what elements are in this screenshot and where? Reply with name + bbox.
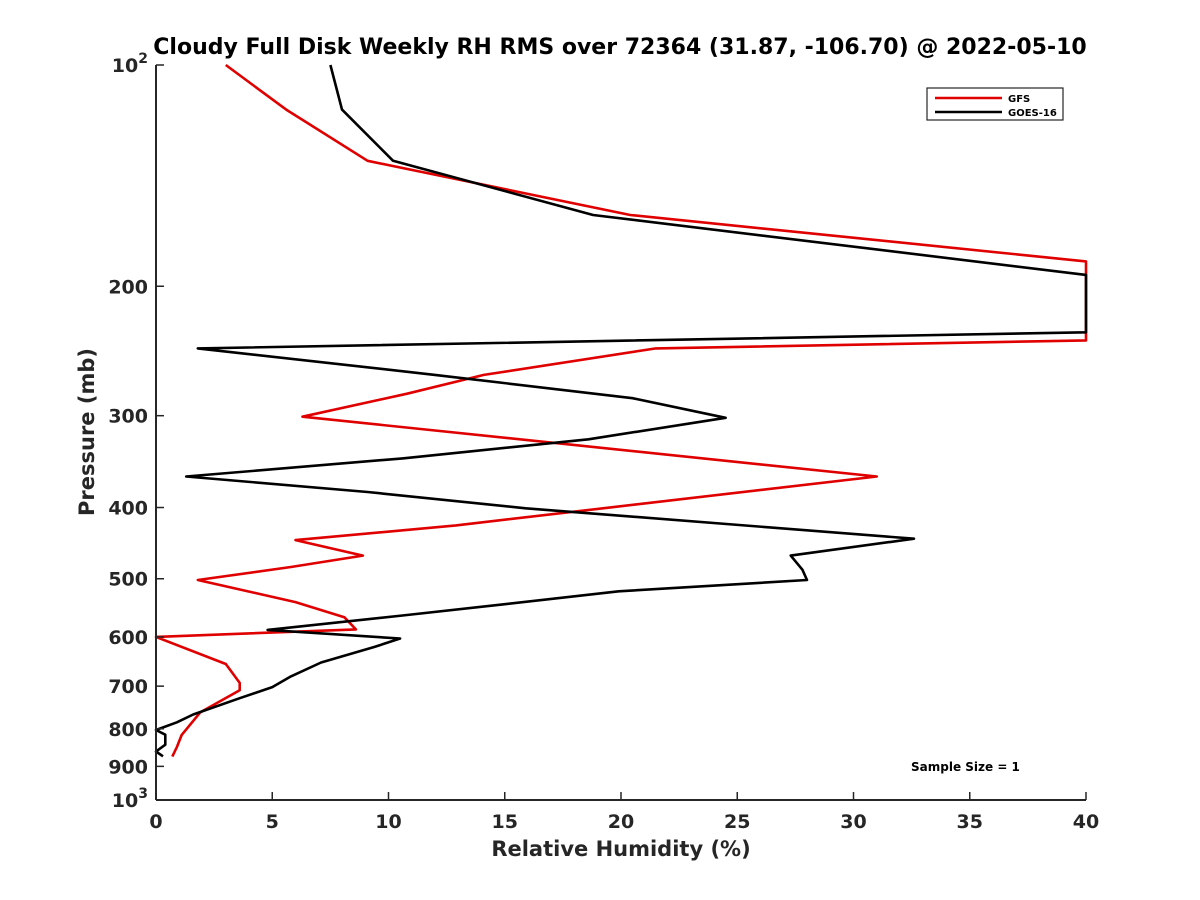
plot-series (154, 63, 1088, 758)
y-tick-label: 900 (108, 756, 148, 778)
y-tick-label: 800 (108, 719, 148, 741)
x-tick-label: 30 (840, 811, 866, 833)
y-axis-label: Pressure (mb) (75, 348, 99, 516)
series-line-goes-16 (154, 64, 1088, 758)
sample-size-annotation: Sample Size = 1 (911, 760, 1020, 774)
y-tick-label: 200 (108, 276, 148, 298)
x-tick-label: 35 (957, 811, 983, 833)
x-axis-label: Relative Humidity (%) (491, 837, 750, 861)
legend-label: GFS (1008, 94, 1030, 105)
x-tick-label: 0 (149, 811, 162, 833)
y-ticks: 102 200 300 400 500 600 700 800 900 103 (108, 51, 164, 812)
y-tick-label: 700 (108, 676, 148, 698)
legend-box (926, 87, 1064, 121)
x-tick-label: 15 (492, 811, 518, 833)
legend-label: GOES-16 (1008, 108, 1057, 119)
legend: GFS GOES-16 (926, 87, 1064, 121)
x-tick-label: 20 (608, 811, 634, 833)
x-tick-label: 5 (266, 811, 279, 833)
y-tick-label: 300 (108, 406, 148, 428)
y-tick-label: 102 (112, 51, 148, 77)
x-tick-label: 10 (375, 811, 401, 833)
y-tick-label: 103 (112, 786, 148, 812)
y-tick-label: 400 (108, 498, 148, 520)
x-tick-label: 40 (1073, 811, 1099, 833)
y-tick-label: 500 (108, 569, 148, 591)
chart-title: Cloudy Full Disk Weekly RH RMS over 7236… (153, 35, 1086, 60)
x-ticks: 0 5 10 15 20 25 30 35 40 (149, 792, 1099, 833)
x-tick-label: 25 (724, 811, 750, 833)
y-tick-label: 600 (108, 627, 148, 649)
